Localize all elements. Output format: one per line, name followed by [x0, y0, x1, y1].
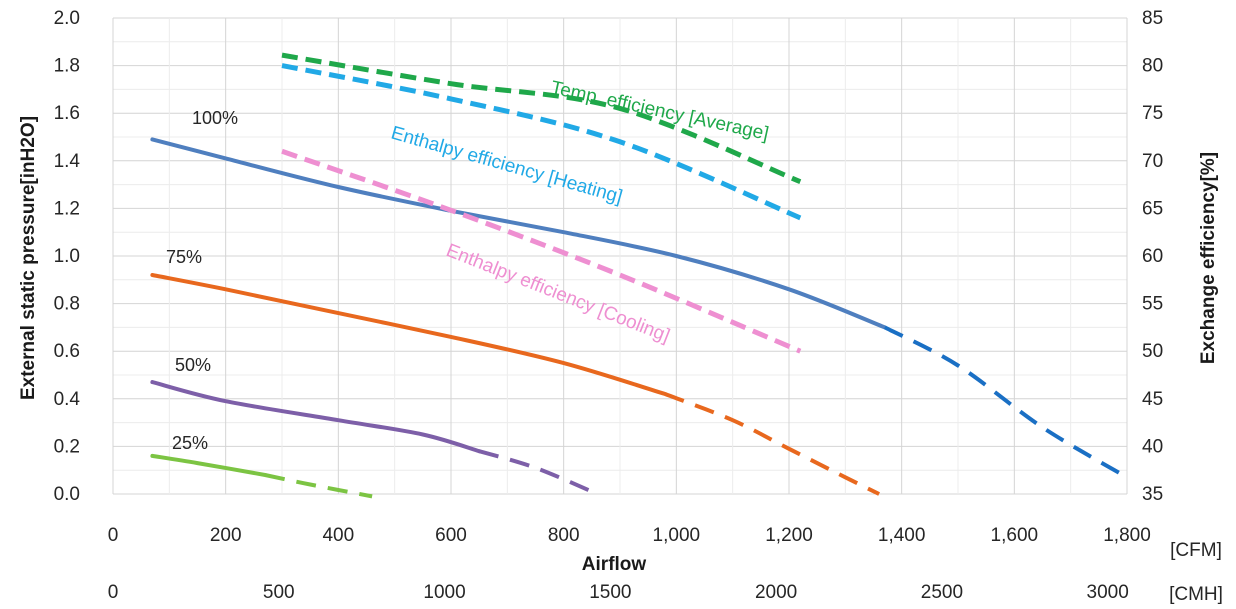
y-axis-title: External static pressure[inH2O]: [18, 116, 39, 400]
y-tick-label: 0.6: [54, 341, 80, 362]
label-25-percent: 25%: [172, 433, 208, 453]
x2-tick-label: 500: [263, 582, 295, 603]
y2-tick-label: 80: [1142, 56, 1163, 77]
y2-tick-label: 45: [1142, 389, 1163, 410]
x-tick-label: 1,000: [653, 525, 701, 546]
label-enthalpy-heating: Enthalpy efficiency [Heating]: [389, 123, 625, 208]
label-temp-efficiency: Temp. efficiency [Average]: [549, 77, 771, 144]
series-line-25-solid: [150, 453, 268, 477]
x-axis-title: Airflow: [582, 554, 647, 575]
x-tick-label: 200: [210, 525, 242, 546]
label-50-percent: 50%: [175, 355, 211, 375]
y-tick-label: 0.4: [54, 389, 81, 410]
y-tick-label: 1.2: [54, 198, 80, 219]
x2-tick-label: 0: [108, 582, 119, 603]
x-tick-label: 1,800: [1103, 525, 1151, 546]
y-tick-label: 0.2: [54, 436, 80, 457]
x2-tick-label: 1500: [589, 582, 631, 603]
gridlines: [112, 17, 1128, 495]
y-tick-label: 0.8: [54, 294, 80, 315]
x2-unit-label: [CMH]: [1169, 584, 1223, 605]
x-tick-label: 1,400: [878, 525, 926, 546]
label-75-percent: 75%: [166, 247, 202, 267]
y-tick-label: 2.0: [54, 8, 80, 29]
y2-tick-label: 50: [1142, 341, 1163, 362]
y2-tick-label: 40: [1142, 436, 1163, 457]
x2-tick-label: 3000: [1087, 582, 1129, 603]
series-layer: [150, 52, 1129, 499]
y2-tick-label: 60: [1142, 246, 1163, 267]
series-line-75-dashed: [664, 392, 880, 496]
y-tick-label: 1.4: [54, 151, 81, 172]
y2-axis-title: Exchange efficiency[%]: [1198, 152, 1219, 364]
series-line-temp-efficiency-average: [281, 52, 802, 185]
tick-labels: 0.0 0.2 0.4 0.6 0.8 1.0 1.2 1.4 1.6 1.8 2.0 35 40 45 5…: [54, 8, 1164, 603]
series-line-100-solid: [150, 137, 887, 330]
series-line-75-solid: [150, 273, 668, 396]
x-tick-label: 0: [108, 525, 119, 546]
x2-tick-label: 1000: [423, 582, 465, 603]
x-tick-label: 800: [548, 525, 580, 546]
y2-tick-label: 65: [1142, 198, 1163, 219]
y2-tick-label: 35: [1142, 484, 1163, 505]
x-tick-label: 600: [435, 525, 467, 546]
y-tick-label: 1.6: [54, 103, 80, 124]
y2-tick-label: 85: [1142, 8, 1163, 29]
series-line-100-dashed: [883, 325, 1129, 480]
x-tick-label: 1,200: [765, 525, 813, 546]
y-tick-label: 0.0: [54, 484, 80, 505]
y-tick-label: 1.0: [54, 246, 80, 267]
series-line-enthalpy-efficiency-cooling: [281, 148, 802, 354]
y2-tick-label: 55: [1142, 294, 1163, 315]
x2-tick-label: 2500: [921, 582, 963, 603]
x-unit-label: [CFM]: [1170, 540, 1222, 561]
x-tick-label: 400: [322, 525, 354, 546]
series-line-25-dashed: [264, 473, 373, 499]
x-tick-label: 1,600: [991, 525, 1039, 546]
y2-tick-label: 75: [1142, 103, 1163, 124]
y2-tick-label: 70: [1142, 151, 1163, 172]
series-line-50-solid: [150, 380, 482, 454]
label-100-percent: 100%: [192, 108, 238, 128]
y-tick-label: 1.8: [54, 56, 80, 77]
series-line-50-dashed: [478, 449, 599, 496]
x2-tick-label: 2000: [755, 582, 797, 603]
series-line-enthalpy-efficiency-heating: [281, 63, 802, 221]
